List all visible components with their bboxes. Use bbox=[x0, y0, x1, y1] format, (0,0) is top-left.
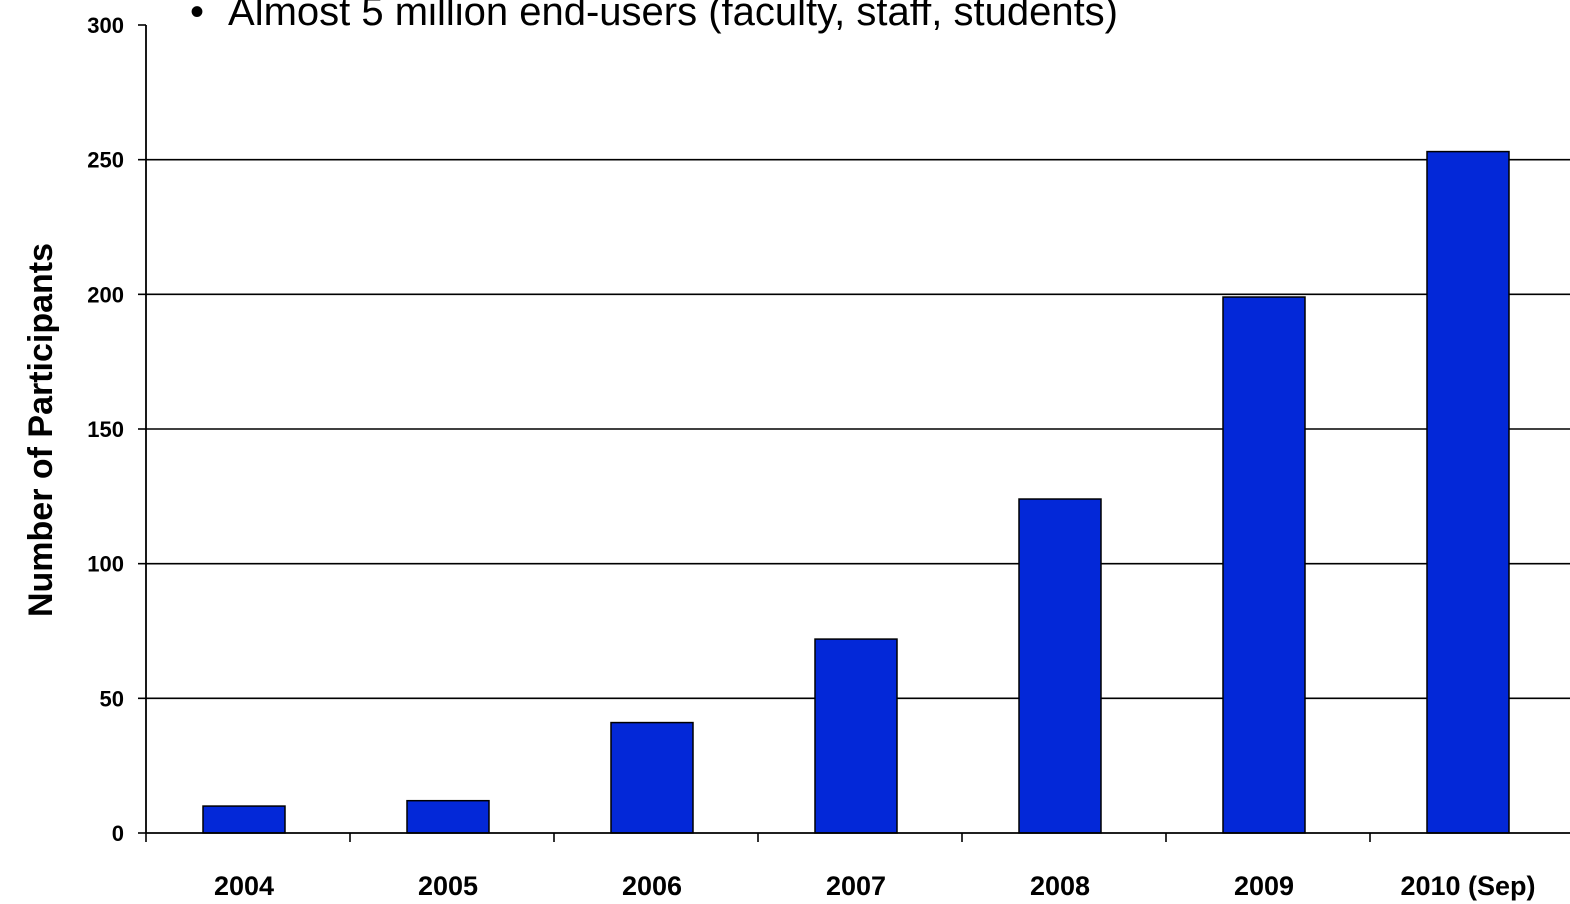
y-tick-label: 200 bbox=[87, 282, 124, 307]
y-tick-label: 50 bbox=[100, 686, 124, 711]
bullet-text: Almost 5 million end-users (faculty, sta… bbox=[228, 0, 1118, 34]
axes bbox=[138, 24, 1570, 842]
bar-2009 bbox=[1222, 296, 1306, 834]
bullet-point: • Almost 5 million end-users (faculty, st… bbox=[190, 0, 1118, 35]
bar-2006 bbox=[610, 721, 694, 834]
y-tick-label: 0 bbox=[112, 821, 124, 846]
gridlines bbox=[146, 158, 1570, 700]
y-tick-label: 100 bbox=[87, 552, 124, 577]
x-tick-label: 2004 bbox=[214, 871, 274, 901]
x-tick-label: 2009 bbox=[1234, 871, 1294, 901]
x-tick-label: 2010 (Sep) bbox=[1400, 871, 1535, 901]
bar-2005 bbox=[406, 799, 490, 834]
y-tick-label: 150 bbox=[87, 417, 124, 442]
labels: 0 50 100 150 200 250 300 2004 2005 2006 2007 2008 20… bbox=[87, 13, 1535, 901]
x-tick-label: 2008 bbox=[1030, 871, 1090, 901]
bar-2004 bbox=[202, 805, 286, 834]
x-tick-label: 2007 bbox=[826, 871, 886, 901]
y-axis-title: Number of Participants bbox=[22, 243, 60, 617]
y-tick-label: 250 bbox=[87, 148, 124, 173]
bar-2007 bbox=[814, 638, 898, 834]
y-tick-label: 300 bbox=[87, 13, 124, 38]
bars bbox=[202, 150, 1510, 834]
bar-2008 bbox=[1018, 498, 1102, 834]
bullet-symbol: • bbox=[190, 0, 205, 34]
x-tick-label: 2006 bbox=[622, 871, 682, 901]
bar-2010-sep- bbox=[1426, 150, 1510, 834]
x-tick-label: 2005 bbox=[418, 871, 478, 901]
